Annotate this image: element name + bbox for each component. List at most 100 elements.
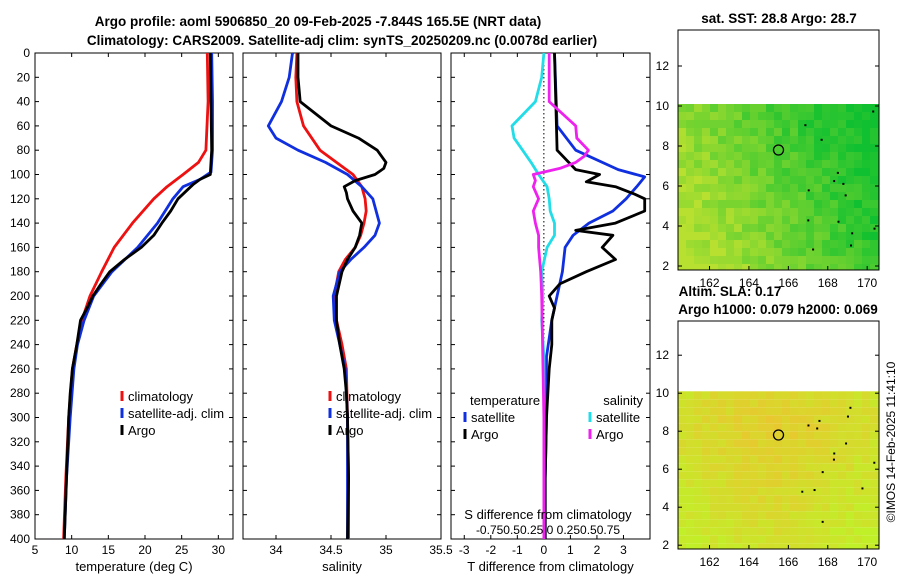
sst-map-cell [838,232,846,240]
sla-map-cell [854,423,862,432]
sla-map-cell [822,399,830,408]
sla-map-cell [870,511,878,520]
sst-map-cell [854,192,862,200]
sla-map-cell [790,479,798,488]
sla-map-cell [678,391,686,400]
sst-map-cell [718,136,726,144]
sla-map-cell [678,535,686,544]
sst-map-cell [750,136,758,144]
sst-map-cell [694,240,702,248]
sla-map-cell [846,391,854,400]
sla-map-cell [750,511,758,520]
sla-map-cell [862,479,870,488]
sla-map-cell [702,463,710,472]
sst-map-cell [798,240,806,248]
sst-map-cell [790,264,798,270]
sla-map-cell [702,455,710,464]
sst-map-cell [798,128,806,136]
sla-map-cell [782,439,790,448]
sla-map-cell [710,447,718,456]
sla-map-cell [822,455,830,464]
sst-map-cell [742,168,750,176]
sst-map-cell [758,224,766,232]
sst-map-cell [694,112,702,120]
depth-tick-label: 80 [17,143,31,157]
diff-xtick-label: 1 [567,543,574,557]
sst-map-cell [806,152,814,160]
sla-map-cell [870,415,878,424]
sla-map-cell [702,423,710,432]
sst-map-cell [814,248,822,256]
sst-map-cell [702,216,710,224]
sla-map-cell [806,535,814,544]
sst-map-cell [758,232,766,240]
sst-map-cell [862,232,870,240]
depth-tick-label: 320 [10,435,30,449]
sst-map-cell [806,176,814,184]
sla-map-cell [734,391,742,400]
sst-map-cell [814,168,822,176]
sst-map-cell [694,160,702,168]
sst-map-cell [798,160,806,168]
sla-map-cell [702,439,710,448]
sla-map-cell [806,439,814,448]
depth-tick-label: 180 [10,265,30,279]
sla-map-cell [838,447,846,456]
sst-map-cell [846,104,854,112]
sla-map-cell [870,439,878,448]
sla-map-cell [846,479,854,488]
sst-map-cell [750,176,758,184]
sst-map-cell [694,248,702,256]
sst-map-cell [814,200,822,208]
sst-map-cell [822,152,830,160]
sla-map-xtick-label: 162 [700,555,720,569]
sla-map-cell [846,471,854,480]
sla-map-cell [750,407,758,416]
sst-map-cell [822,224,830,232]
sst-map-cell [734,264,742,270]
sst-map-cell [854,184,862,192]
sst-map-cell [830,120,838,128]
sst-map-cell [782,264,790,270]
sla-map-cell [766,447,774,456]
sst-map-cell [766,232,774,240]
sla-map-cell [854,519,862,528]
sla-map-cell [758,471,766,480]
sla-map-cell [694,391,702,400]
sla-map-cell [718,423,726,432]
sla-map-cell [790,399,798,408]
sst-map-cell [854,136,862,144]
sst-map-cell [694,168,702,176]
sla-map-cell [702,543,710,549]
sst-map-cell [694,144,702,152]
sst-map-cell [734,224,742,232]
sst-map-cell [758,120,766,128]
sla-map-cell [822,479,830,488]
sla-map-cell [702,527,710,536]
sst-map-cell [814,208,822,216]
sst-map-cell [838,160,846,168]
sla-map-cell [678,407,686,416]
sst-map-cell [854,112,862,120]
sst-map-cell [678,256,686,264]
sst-map-cell [790,256,798,264]
sla-map-cell [734,407,742,416]
sst-map-cell [822,264,830,270]
sst-map-cell [814,104,822,112]
sst-map-cell [862,128,870,136]
sst-map-cell [766,168,774,176]
sst-map-cell [822,128,830,136]
sla-map-cell [758,407,766,416]
sst-map-cell [846,144,854,152]
sst-map-cell [814,264,822,270]
sst-map-cell [766,192,774,200]
sal-xtick-label: 35 [379,543,393,557]
sst-map-cell [838,176,846,184]
sla-map-cell [758,543,766,549]
sla-map-cell [734,399,742,408]
sla-map-ytick-label: 8 [662,424,669,438]
sla-map-cell [806,503,814,512]
sla-map-cell [846,399,854,408]
sst-map-cell [846,152,854,160]
sst-map-cell [846,160,854,168]
